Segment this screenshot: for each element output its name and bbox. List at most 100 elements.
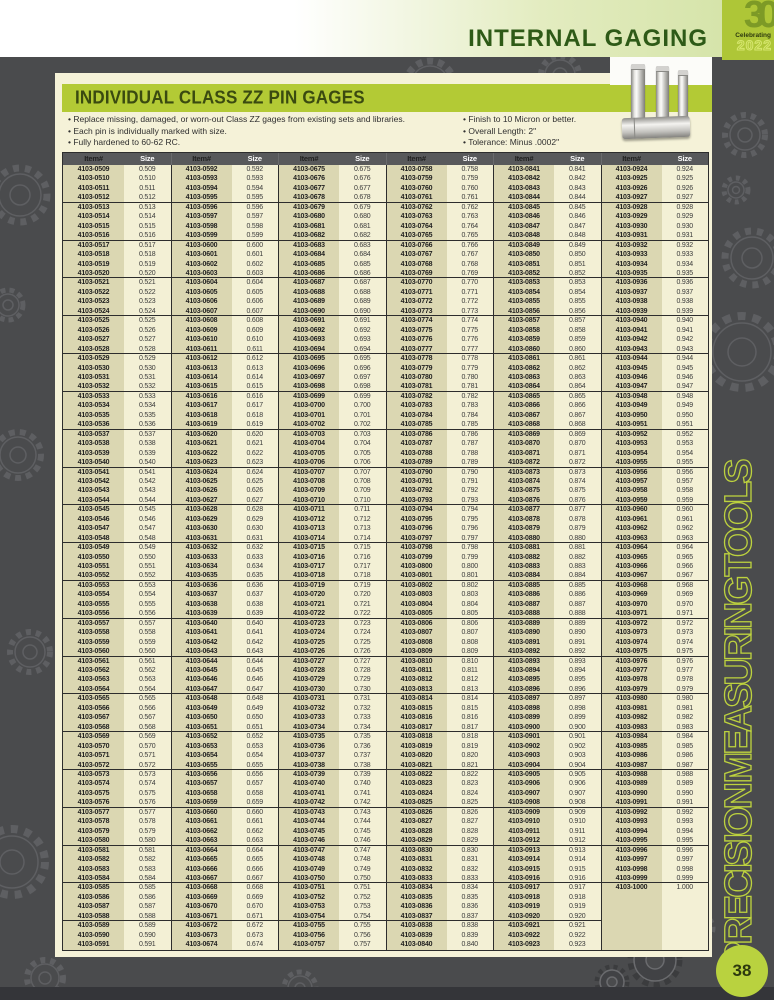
size-cell: 0.749 [339,864,386,874]
item-number-cell: 4103-0709 [278,486,339,496]
item-number-cell: 4103-0615 [170,382,232,392]
size-cell: 0.882 [554,552,601,563]
size-cell: 0.855 [554,297,601,307]
item-number-cell: 4103-0674 [170,940,232,950]
size-cell: 0.537 [124,429,171,440]
page-header-band [0,0,774,57]
item-number-cell: 4103-0641 [170,628,232,638]
item-number-cell: 4103-0957 [600,476,662,487]
size-cell: 0.881 [554,543,601,553]
size-cell: 0.710 [339,495,386,506]
item-number-cell: 4103-0976 [600,656,662,667]
size-cell: 0.568 [124,722,171,733]
item-number-cell: 4103-0844 [493,193,554,203]
item-number-cell: 4103-0843 [493,183,554,194]
item-number-cell: 4103-0934 [600,259,662,269]
item-number-cell: 4103-0551 [63,562,124,572]
gear-icon [0,429,44,481]
pin-gage-table: Item# Size Item# Size Item# Size Item# Size Item… [62,152,709,951]
item-number-cell: 4103-0805 [385,609,447,619]
item-number-cell: 4103-0817 [385,722,447,733]
size-cell: 0.684 [339,250,386,260]
item-number-cell: 4103-0569 [63,732,124,742]
size-cell: 0.947 [661,382,708,392]
size-cell: 0.581 [124,845,171,856]
size-cell: 0.735 [339,732,386,742]
pin-gage-image [678,70,688,121]
size-cell: 0.839 [446,930,493,941]
size-cell: 0.679 [339,202,386,213]
size-cell: 0.535 [124,410,171,421]
item-number-cell: 4103-0651 [170,722,232,733]
column-header-item: Item# [385,153,447,165]
item-number-cell: 4103-0804 [385,599,447,610]
item-number-cell: 4103-0538 [63,439,124,449]
item-number-cell: 4103-0741 [278,788,339,799]
size-cell: 0.630 [231,524,278,534]
item-number-cell: 4103-0943 [600,344,662,355]
size-cell: 1.000 [661,883,708,893]
size-cell: 0.618 [231,410,278,421]
item-number-cell: 4103-0885 [493,580,554,591]
item-number-cell: 4103-0947 [600,382,662,392]
item-number-cell: 4103-0646 [170,675,232,685]
size-cell: 0.868 [554,420,601,430]
size-cell: 0.593 [231,174,278,184]
size-cell: 0.515 [124,221,171,232]
section-header-bar: INDIVIDUAL CLASS ZZ PIN GAGES [62,84,712,112]
size-cell: 0.915 [554,864,601,874]
size-cell: 0.709 [339,486,386,496]
item-number-cell: 4103-0791 [385,476,447,487]
item-number-cell: 4103-0529 [63,354,124,364]
size-cell: 0.610 [231,335,278,345]
size-cell: 0.928 [661,202,708,213]
item-number-cell: 4103-0518 [63,250,124,260]
size-cell: 0.849 [554,240,601,251]
size-cell: 0.907 [554,788,601,799]
size-cell: 0.966 [661,562,708,572]
item-number-cell: 4103-0951 [600,420,662,430]
size-cell: 0.989 [661,779,708,789]
size-cell: 0.538 [124,439,171,449]
item-number-cell: 4103-0634 [170,562,232,572]
size-cell: 0.975 [661,647,708,657]
item-number-cell: 4103-0930 [600,221,662,232]
item-number-cell: 4103-0837 [385,911,447,922]
size-cell: 0.660 [231,807,278,818]
size-cell: 0.759 [446,174,493,184]
item-number-cell: 4103-0520 [63,268,124,279]
item-number-cell: 4103-0571 [63,751,124,761]
column-header-item: Item# [170,153,232,165]
size-cell: 0.780 [446,372,493,383]
size-cell: 0.968 [661,580,708,591]
item-number-cell: 4103-0886 [493,590,554,600]
item-number-cell: 4103-0923 [493,940,554,950]
item-number-cell: 4103-0939 [600,306,662,317]
item-number-cell: 4103-0856 [493,306,554,317]
size-cell: 0.532 [124,382,171,392]
item-number-cell: 4103-0573 [63,770,124,780]
item-number-cell: 4103-0870 [493,439,554,449]
item-number-cell: 4103-0711 [278,505,339,515]
item-number-cell: 4103-0760 [385,183,447,194]
item-number-cell: 4103-0992 [600,807,662,818]
size-cell: 0.516 [124,231,171,241]
item-number-cell: 4103-0920 [493,911,554,922]
item-number-cell: 4103-0579 [63,826,124,837]
item-number-cell: 4103-0861 [493,354,554,364]
item-number-cell: 4103-0848 [493,231,554,241]
size-cell: 0.591 [124,940,171,950]
item-number-cell: 4103-0745 [278,826,339,837]
item-number-cell: 4103-0925 [600,174,662,184]
item-number-cell: 4103-0845 [493,202,554,213]
item-number-cell: 4103-0797 [385,533,447,544]
size-cell: 0.707 [339,467,386,477]
size-cell: 0.982 [661,713,708,723]
size-cell: 0.514 [124,212,171,222]
item-number-cell: 4103-0769 [385,268,447,279]
item-number-cell: 4103-0688 [278,287,339,298]
size-cell: 0.865 [554,391,601,402]
size-cell [661,940,708,950]
item-number-cell: 4103-0747 [278,845,339,856]
item-number-cell: 4103-0833 [385,873,447,884]
